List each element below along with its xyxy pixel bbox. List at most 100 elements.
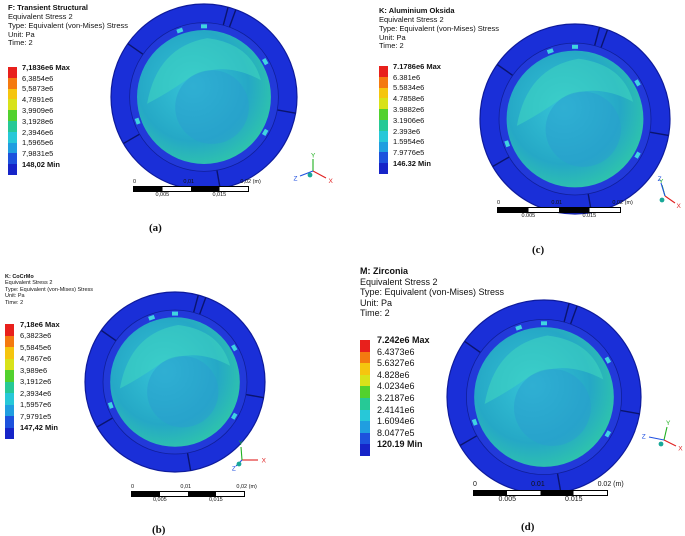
legend-label: 7.9776e5 [393, 148, 425, 158]
cup-tab [604, 356, 612, 364]
legend-label: 1.6094e6 [377, 416, 415, 427]
cup-tab [231, 412, 238, 420]
panel-a-line-4: Time: 2 [8, 38, 33, 48]
panel-a-axis-triad: X Y Z [293, 152, 333, 185]
legend-label: 4.7858e6 [393, 94, 425, 104]
panel-d-model [446, 299, 642, 495]
stress-gradient-region [147, 38, 261, 104]
legend-swatch [8, 131, 17, 143]
scale-bar-graphic [497, 207, 621, 213]
legend-label: 6,3854e6 [22, 73, 54, 83]
panel-c-axis-triad: X YZ [658, 176, 682, 210]
legend-label: 7,1836e6 Max [22, 62, 70, 72]
panel-a-title: F: Transient Structural [8, 3, 89, 12]
ring-segment-gap [459, 435, 478, 447]
axis-x-arrow [664, 195, 676, 204]
panel-b-axis-triad: X Y Z [232, 440, 267, 473]
axis-y-arrow [663, 426, 668, 441]
legend-swatch [360, 374, 370, 387]
cup-tab [261, 128, 269, 136]
panel-b-line-4: Time: 2 [5, 299, 24, 306]
legend-swatch [5, 381, 14, 393]
panel-c-line-3: Unit: Pa [379, 32, 406, 42]
legend-swatch [8, 99, 17, 111]
panel-c-title: K: Aluminium Oksida [379, 6, 455, 15]
scale-bar-graphic [131, 491, 245, 497]
ring-segment-gap [222, 6, 229, 26]
legend-label: 7,9791e5 [20, 411, 52, 421]
scale-label-bottom: 0,015 [212, 192, 227, 198]
legend-label: 146.32 Min [393, 159, 431, 169]
cup-tab [515, 324, 523, 331]
legend-swatch [379, 66, 388, 77]
legend-swatch [379, 98, 388, 110]
panel-d-axis-triad: X Y Z [642, 420, 683, 453]
legend-label: 7,18e6 Max [20, 319, 60, 329]
legend-swatch [360, 409, 370, 422]
legend-swatch [8, 88, 17, 100]
axis-x-label: X [677, 203, 682, 210]
panel-b-caption: (b) [152, 524, 166, 536]
panel-d-title: M: Zirconia [360, 266, 409, 276]
legend-swatch [360, 351, 370, 364]
ring-segment-gap [569, 305, 578, 325]
cup-tab [541, 321, 547, 326]
legend-label: 7.1786e6 Max [393, 61, 441, 71]
scale-label-bottom: 0.005 [498, 496, 517, 503]
legend-label: 3,9909e6 [22, 106, 54, 116]
legend-swatch [8, 110, 17, 121]
legend-swatch [5, 358, 14, 370]
scale-label-bottom: 0.005 [521, 213, 536, 219]
panel-c-line-4: Time: 2 [379, 41, 404, 51]
legend-swatch [379, 109, 388, 120]
scale-label-bottom: 0.015 [582, 213, 597, 219]
scale-label-top: 0,02 (m) [240, 178, 261, 185]
scale-label-top: 0.01 [531, 481, 545, 488]
ring-segment-gap [198, 297, 207, 315]
axis-z-arrow [299, 170, 314, 177]
legend-label: 2,3946e6 [22, 127, 54, 137]
panel-c-caption: (c) [532, 244, 545, 256]
legend-label: 1.5954e6 [393, 137, 425, 147]
legend-label: 2.4141e6 [377, 404, 415, 415]
scale-label-top: 0.02 (m) [612, 199, 633, 206]
ring-segment-gap [496, 63, 514, 76]
legend-swatch [360, 432, 370, 445]
legend-label: 8.0477e5 [377, 427, 415, 438]
scale-label-bottom: 0,015 [208, 497, 223, 503]
axis-y-label: Y [659, 179, 664, 186]
legend-label: 6.381e6 [393, 72, 421, 82]
legend-label: 3.9882e6 [393, 105, 425, 115]
axis-x-arrow [663, 439, 677, 447]
legend-swatch [5, 427, 14, 439]
legend-swatch [8, 77, 17, 89]
legend-label: 2,3934e6 [20, 388, 52, 398]
axis-origin-icon [307, 172, 313, 178]
legend-label: 3,989e6 [20, 365, 48, 375]
stress-low-region [545, 91, 621, 167]
scale-label-top: 0 [473, 481, 477, 488]
stress-gradient-region [516, 58, 634, 126]
legend-label: 148,02 Min [22, 160, 60, 170]
legend-label: 5,5845e6 [20, 342, 52, 352]
legend-label: 7.242e6 Max [377, 335, 430, 346]
legend-label: 6,3823e6 [20, 331, 52, 341]
legend-label: 3.2187e6 [377, 393, 415, 404]
legend-swatch [379, 152, 388, 164]
legend-label: 4,7891e6 [22, 95, 54, 105]
axis-origin-icon [236, 461, 242, 467]
scale-label-bottom: 0,005 [152, 497, 167, 503]
ring-segment-gap [563, 303, 570, 323]
axis-y-arrow [240, 446, 243, 461]
ring-segment-gap [216, 170, 221, 189]
legend-swatch [379, 163, 388, 174]
legend-label: 4.0234e6 [377, 381, 415, 392]
cup-tab [134, 117, 141, 125]
axis-y-label: Y [311, 152, 316, 159]
ring-segment-gap [100, 329, 117, 342]
scale-label-top: 0.02 (m) [597, 481, 624, 488]
legend-label: 120.19 Min [377, 439, 423, 450]
panel-a-caption: (a) [149, 222, 162, 234]
legend-label: 5,5873e6 [22, 84, 54, 94]
cup-tab [261, 58, 269, 66]
